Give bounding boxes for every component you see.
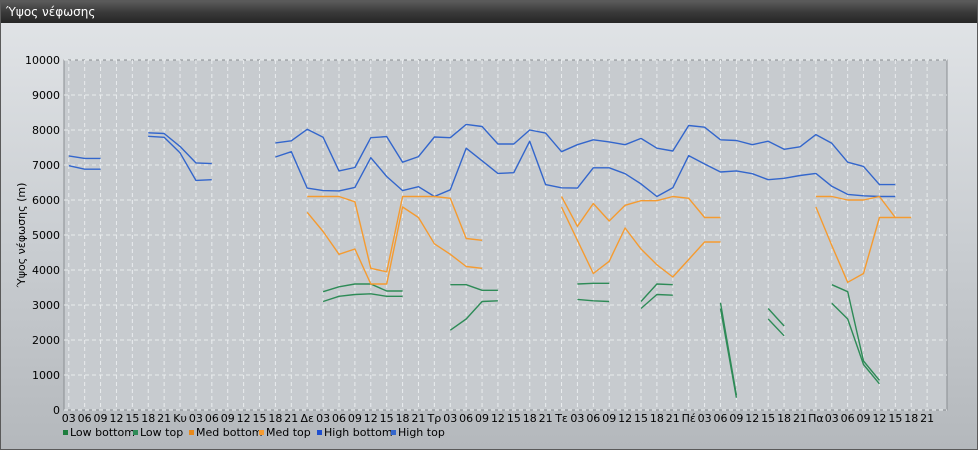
legend-swatch [259, 430, 264, 435]
x-tick-label: 12 [491, 412, 505, 425]
x-tick-label: 18 [777, 412, 791, 425]
x-tick-label: Τρ [427, 412, 442, 425]
series-line-med-bottom [306, 206, 896, 285]
x-tick-label: 15 [634, 412, 648, 425]
x-tick-label: 09 [348, 412, 362, 425]
x-tick-label: 06 [713, 412, 727, 425]
x-tick-label: 18 [268, 412, 282, 425]
y-tick-label: 3000 [32, 299, 60, 312]
x-tick-label: 15 [253, 412, 267, 425]
x-tick-label: 09 [221, 412, 235, 425]
y-tick-label: 8000 [32, 124, 60, 137]
legend-label: Low bottom [70, 426, 135, 439]
x-tick-label: 21 [157, 412, 171, 425]
x-tick-label: 06 [205, 412, 219, 425]
x-tick-label: 12 [618, 412, 632, 425]
x-tick-label: 06 [332, 412, 346, 425]
x-tick-label: 09 [729, 412, 743, 425]
y-tick-label: 2000 [32, 334, 60, 347]
x-tick-label: Δε [300, 412, 314, 425]
x-tick-label: 06 [586, 412, 600, 425]
x-tick-label: 09 [475, 412, 489, 425]
x-tick-label: 18 [904, 412, 918, 425]
legend-swatch [63, 430, 68, 435]
x-tick-label: 21 [411, 412, 425, 425]
x-tick-label: Κυ [173, 412, 187, 425]
legend-label: Med bottom [196, 426, 263, 439]
legend-label: High bottom [324, 426, 393, 439]
x-tick-label: 03 [316, 412, 330, 425]
legend-label: High top [398, 426, 445, 439]
x-tick-label: 18 [650, 412, 664, 425]
y-tick-label: 5000 [32, 229, 60, 242]
x-tick-label: 12 [109, 412, 123, 425]
x-tick-label: 12 [745, 412, 759, 425]
y-tick-label: 0 [53, 404, 60, 417]
window-titlebar: Ύψος νέφωσης [1, 1, 977, 23]
y-tick-label: 9000 [32, 89, 60, 102]
y-tick-label: 4000 [32, 264, 60, 277]
x-tick-label: 21 [539, 412, 553, 425]
series-line-high-top [68, 123, 896, 186]
y-axis-label: Ύψος νέφωσης (m) [15, 183, 28, 289]
x-tick-label: Τε [554, 412, 568, 425]
x-tick-label: 18 [141, 412, 155, 425]
series-lines [68, 123, 912, 398]
legend-swatch [391, 430, 396, 435]
x-tick-label: 03 [443, 412, 457, 425]
legend-swatch [317, 430, 322, 435]
x-tick-label: 21 [920, 412, 934, 425]
x-tick-label: 12 [364, 412, 378, 425]
x-tick-label: 21 [793, 412, 807, 425]
x-tick-label: 06 [841, 412, 855, 425]
x-tick-label: 09 [857, 412, 871, 425]
x-tick-label: 12 [237, 412, 251, 425]
x-tick-label: 15 [507, 412, 521, 425]
x-tick-label: 21 [284, 412, 298, 425]
legend-label: Med top [266, 426, 311, 439]
series-line-low-top [322, 282, 880, 396]
x-tick-label: 03 [62, 412, 76, 425]
x-tick-label: 03 [825, 412, 839, 425]
series-line-high-bottom [68, 135, 896, 198]
x-axis-ticks: 03 06 09 12 15 18 21 Κυ 03 06 09 12 15 18 21 Δε 03 06 09 12… [62, 412, 934, 425]
y-axis-ticks: 0 1000 2000 3000 4000 5000 6000 7000 8000 9000 100… [25, 54, 60, 417]
cloud-height-chart: 0 1000 2000 3000 4000 5000 6000 7000 8000 9000 100… [15, 54, 948, 439]
x-tick-label: 03 [189, 412, 203, 425]
window-title: Ύψος νέφωσης [6, 5, 96, 19]
x-tick-label: 03 [698, 412, 712, 425]
y-tick-label: 7000 [32, 159, 60, 172]
x-tick-label: Πα [808, 412, 824, 425]
x-tick-label: 09 [602, 412, 616, 425]
x-tick-label: 18 [396, 412, 410, 425]
legend: Low bottom Low top Med bottom Med top High b… [63, 426, 445, 439]
y-tick-label: 10000 [25, 54, 60, 67]
legend-label: Low top [140, 426, 183, 439]
x-tick-label: 21 [666, 412, 680, 425]
y-tick-label: 1000 [32, 369, 60, 382]
x-tick-label: Πέ [682, 412, 696, 425]
x-tick-label: 15 [761, 412, 775, 425]
legend-swatch [133, 430, 138, 435]
y-tick-label: 6000 [32, 194, 60, 207]
x-tick-label: 15 [888, 412, 902, 425]
x-tick-label: 06 [459, 412, 473, 425]
x-tick-label: 03 [570, 412, 584, 425]
x-tick-label: 09 [94, 412, 108, 425]
x-tick-label: 06 [78, 412, 92, 425]
x-tick-label: 12 [872, 412, 886, 425]
x-tick-label: 15 [380, 412, 394, 425]
x-tick-label: 18 [523, 412, 537, 425]
x-tick-label: 15 [125, 412, 139, 425]
grid-lines [64, 59, 947, 411]
legend-swatch [189, 430, 194, 435]
